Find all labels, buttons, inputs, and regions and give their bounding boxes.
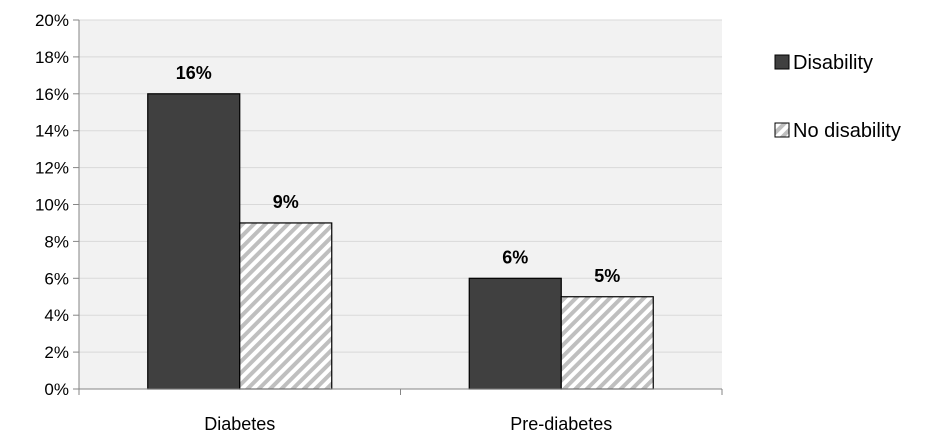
data-label: 16%	[176, 63, 212, 83]
data-label: 6%	[502, 247, 528, 267]
y-tick-label: 12%	[35, 159, 69, 178]
y-tick-label: 16%	[35, 85, 69, 104]
x-tick-label: Diabetes	[204, 414, 275, 434]
y-tick-label: 20%	[35, 11, 69, 30]
legend-label: Disability	[793, 52, 873, 74]
y-tick-label: 6%	[44, 269, 69, 288]
y-tick-label: 10%	[35, 196, 69, 215]
bar	[560, 296, 654, 390]
y-tick-label: 4%	[44, 306, 69, 325]
x-tick-labels: Diabetes Pre-diabetes	[204, 414, 612, 434]
legend-label: No disability	[793, 120, 901, 142]
bar-labels: 16% 9% 6% 5%	[176, 63, 621, 286]
y-tick-label: 0%	[44, 380, 69, 399]
y-tick-label: 2%	[44, 343, 69, 362]
bar	[147, 93, 241, 390]
bar	[468, 277, 562, 390]
y-tick-label: 14%	[35, 122, 69, 141]
legend: Disability No disability	[774, 52, 901, 142]
data-label: 9%	[273, 192, 299, 212]
x-tick-label: Pre-diabetes	[510, 414, 612, 434]
bar	[239, 222, 333, 390]
y-tick-label: 18%	[35, 48, 69, 67]
bars	[147, 93, 654, 390]
axes	[73, 19, 723, 395]
y-tick-labels: 0% 2% 4% 6% 8% 10% 12% 14% 16% 18% 20%	[35, 11, 69, 399]
legend-swatch	[774, 54, 790, 70]
legend-swatch	[774, 122, 790, 138]
y-tick-label: 8%	[44, 232, 69, 251]
data-label: 5%	[594, 266, 620, 286]
